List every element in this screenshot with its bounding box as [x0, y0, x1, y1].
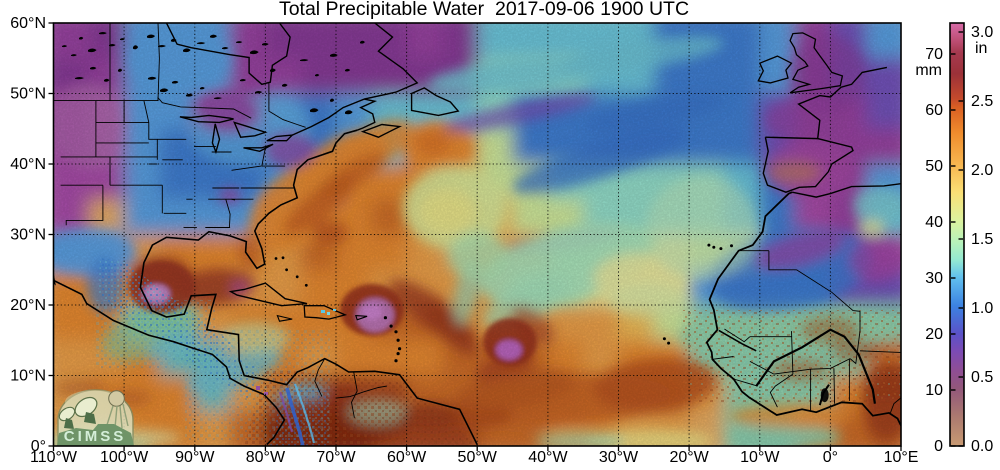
svg-text:40: 40	[925, 214, 943, 231]
svg-text:30°W: 30°W	[599, 449, 639, 466]
svg-text:1.5: 1.5	[971, 231, 993, 248]
svg-text:0: 0	[934, 438, 943, 455]
svg-text:60: 60	[925, 102, 943, 119]
svg-text:60°N: 60°N	[10, 15, 46, 32]
svg-text:100°W: 100°W	[100, 449, 149, 466]
svg-text:20: 20	[925, 326, 943, 343]
svg-text:2.0: 2.0	[971, 162, 993, 179]
svg-text:40°W: 40°W	[528, 449, 568, 466]
svg-text:50°W: 50°W	[458, 449, 498, 466]
svg-text:60°W: 60°W	[387, 449, 427, 466]
svg-text:30: 30	[925, 270, 943, 287]
svg-text:0°: 0°	[31, 438, 46, 455]
svg-text:10°E: 10°E	[884, 449, 919, 466]
svg-text:0.5: 0.5	[971, 369, 993, 386]
svg-text:2.5: 2.5	[971, 93, 993, 110]
svg-text:1.0: 1.0	[971, 300, 993, 317]
svg-text:40°N: 40°N	[10, 156, 46, 173]
svg-text:mm: mm	[915, 62, 942, 79]
svg-text:70: 70	[925, 46, 943, 63]
svg-text:3.0: 3.0	[971, 24, 993, 41]
svg-text:110°W: 110°W	[30, 449, 78, 466]
svg-text:20°N: 20°N	[10, 297, 46, 314]
svg-text:CIMSS: CIMSS	[64, 428, 127, 445]
svg-text:50°N: 50°N	[10, 86, 46, 103]
svg-text:50: 50	[925, 158, 943, 175]
svg-text:70°W: 70°W	[316, 449, 356, 466]
svg-text:30°N: 30°N	[10, 227, 46, 244]
svg-text:0°: 0°	[823, 449, 838, 466]
svg-text:10°N: 10°N	[10, 368, 46, 385]
svg-text:90°W: 90°W	[175, 449, 215, 466]
svg-text:10°W: 10°W	[740, 449, 780, 466]
svg-text:in: in	[975, 40, 987, 57]
svg-text:80°W: 80°W	[246, 449, 286, 466]
svg-text:10: 10	[925, 382, 943, 399]
svg-text:20°W: 20°W	[669, 449, 709, 466]
svg-text:0.0: 0.0	[971, 438, 993, 455]
svg-text:Total Precipitable Water 2017: Total Precipitable Water 2017-09-06 1900…	[279, 0, 689, 20]
